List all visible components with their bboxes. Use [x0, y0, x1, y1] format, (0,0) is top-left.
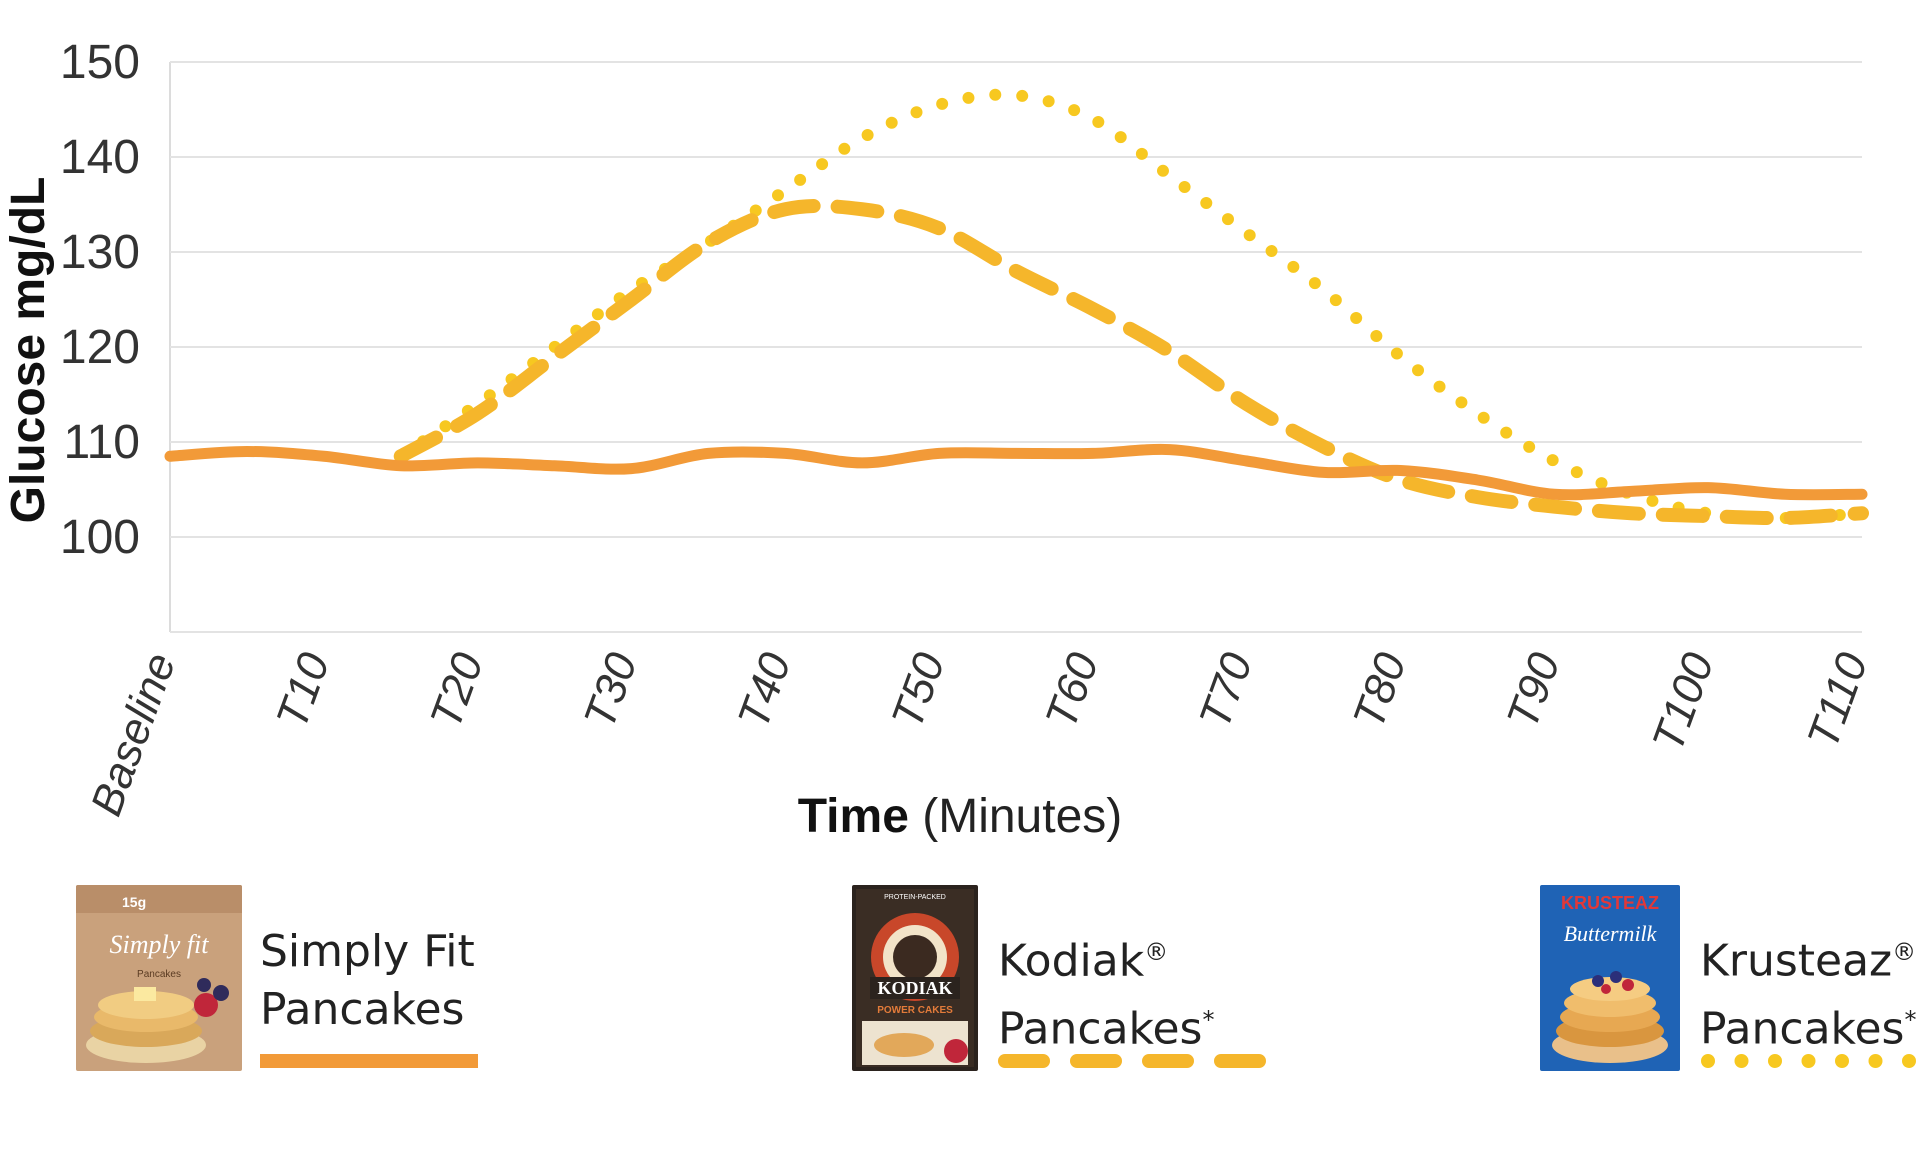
- x-tick-label: T80: [1344, 646, 1416, 735]
- x-axis-label-bold: Time: [798, 790, 909, 843]
- series-line-dotted: [394, 88, 1868, 524]
- x-tick-label: T60: [1036, 646, 1108, 735]
- series-line-solid: [164, 443, 1868, 501]
- glucose-line-chart: 100 110 120 130 140 150 Baseline T10 T20 T30 T40 T…: [2, 36, 1878, 843]
- kodiak-box-icon: PROTEIN-PACKED KODIAK POWER CAKES: [852, 885, 978, 1071]
- series-line-dashed: [393, 198, 1869, 526]
- simply-fit-box-brand: Simply fit: [110, 930, 210, 959]
- x-tick-label: T40: [729, 646, 801, 735]
- x-tick-label: Baseline: [82, 647, 186, 822]
- x-axis-label: Time (Minutes): [798, 790, 1123, 843]
- x-tick-label: T50: [883, 646, 955, 735]
- x-tick-label: T30: [575, 646, 647, 735]
- krusteaz-box-brand: KRUSTEAZ: [1561, 893, 1659, 913]
- x-axis-label-rest: (Minutes): [909, 790, 1122, 843]
- legend-line-dotted: [1701, 1054, 1919, 1068]
- y-tick-label: 130: [60, 226, 140, 279]
- y-tick-labels: 100 110 120 130 140 150: [60, 36, 140, 564]
- grid-lines: [169, 61, 1862, 633]
- x-tick-label: T20: [421, 646, 493, 735]
- legend-label-simply-fit: Simply Fit Pancakes: [260, 926, 475, 1035]
- legend-label-krusteaz: Krusteaz® Pancakes*: [1700, 935, 1917, 1055]
- y-tick-label: 150: [60, 36, 140, 89]
- y-axis-label: Glucose mg/dL: [2, 177, 55, 524]
- x-tick-label: T10: [267, 646, 339, 735]
- legend-line-dashed: [998, 1054, 1275, 1068]
- legend: 15g Simply fit Pancakes Simply Fit Pancak…: [0, 885, 1920, 1075]
- y-tick-label: 100: [60, 511, 140, 564]
- y-tick-label: 120: [60, 321, 140, 374]
- legend-label-kodiak: Kodiak® Pancakes*: [998, 935, 1215, 1055]
- kodiak-box-sub: POWER CAKES: [877, 1005, 953, 1016]
- krusteaz-box-sub: Buttermilk: [1564, 921, 1658, 946]
- x-tick-label: T70: [1190, 646, 1262, 735]
- x-tick-label: T90: [1498, 646, 1570, 735]
- kodiak-box-top: PROTEIN-PACKED: [884, 894, 946, 901]
- series-lines: [164, 88, 1869, 526]
- y-tick-label: 140: [60, 131, 140, 184]
- x-tick-label: T100: [1643, 646, 1724, 757]
- simply-fit-box-icon: 15g Simply fit Pancakes: [76, 885, 242, 1071]
- legend-line-solid: [260, 1054, 478, 1068]
- simply-fit-box-sub: Pancakes: [137, 969, 181, 980]
- krusteaz-box-icon: KRUSTEAZ Buttermilk: [1540, 885, 1680, 1071]
- x-tick-label: T110: [1798, 646, 1877, 754]
- simply-fit-box-top: 15g: [122, 894, 146, 910]
- y-tick-label: 110: [63, 416, 140, 469]
- kodiak-box-brand: KODIAK: [877, 978, 952, 998]
